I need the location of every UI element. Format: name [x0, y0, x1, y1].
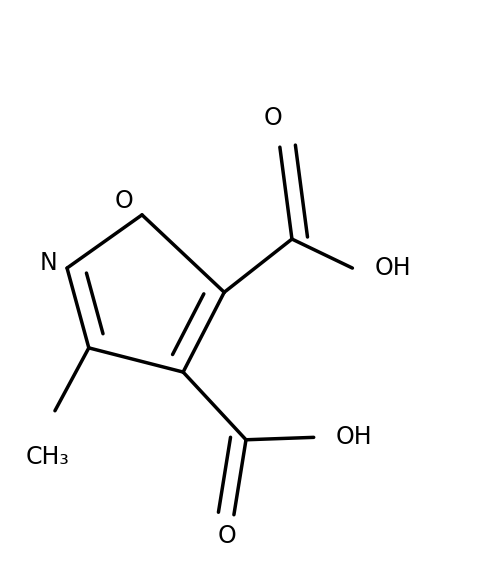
- Text: N: N: [40, 251, 58, 275]
- Text: O: O: [263, 106, 282, 130]
- Text: OH: OH: [374, 256, 411, 280]
- Text: OH: OH: [336, 425, 372, 449]
- Text: O: O: [114, 189, 133, 213]
- Text: CH₃: CH₃: [26, 445, 70, 469]
- Text: O: O: [217, 524, 236, 548]
